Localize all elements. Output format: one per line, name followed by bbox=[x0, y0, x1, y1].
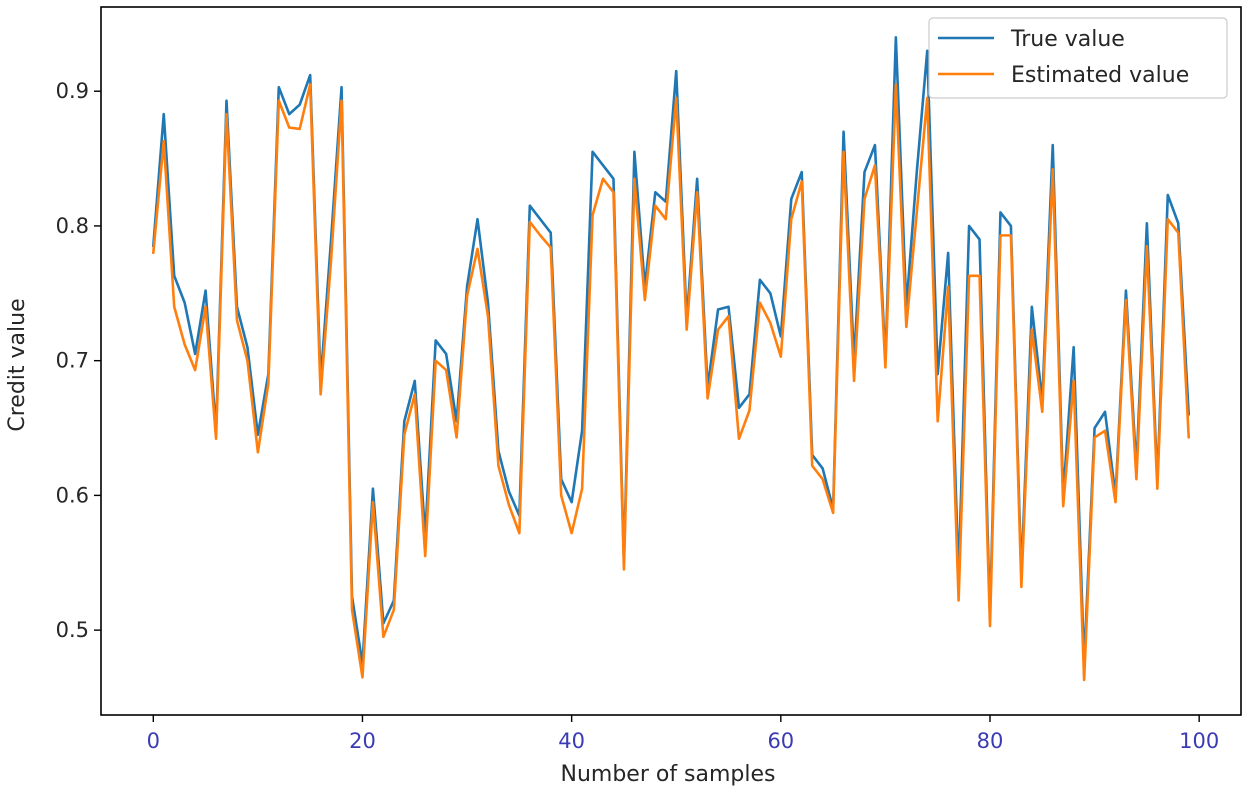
legend-label-true-value: True value bbox=[1010, 27, 1125, 52]
legend-box bbox=[928, 17, 1228, 99]
y-tick-label: 0.9 bbox=[56, 79, 89, 103]
series-line-estimated-value bbox=[151, 83, 1191, 682]
x-tick-label: 100 bbox=[1179, 729, 1219, 753]
x-tick-label: 80 bbox=[977, 729, 1004, 753]
legend-label-estimated-value: Estimated value bbox=[1011, 63, 1189, 88]
x-tick-label: 20 bbox=[349, 729, 376, 753]
y-axis-title: Credit value bbox=[5, 298, 30, 431]
y-tick-label: 0.8 bbox=[56, 214, 89, 238]
axes-frame bbox=[100, 6, 1242, 716]
x-tick-label: 40 bbox=[558, 729, 585, 753]
x-axis-title: Number of samples bbox=[560, 762, 775, 787]
y-axis-ticks: 0.5 0.6 0.7 0.8 0.9 bbox=[56, 79, 101, 642]
x-tick-label: 60 bbox=[767, 729, 794, 753]
x-tick-label: 0 bbox=[147, 729, 160, 753]
plot-lines bbox=[151, 36, 1191, 682]
legend: True value Estimated value bbox=[928, 17, 1228, 99]
y-tick-label: 0.6 bbox=[56, 483, 89, 507]
x-axis-ticks: 0 20 40 60 80 100 bbox=[147, 715, 1219, 753]
y-tick-label: 0.7 bbox=[56, 349, 89, 373]
y-tick-label: 0.5 bbox=[56, 618, 89, 642]
